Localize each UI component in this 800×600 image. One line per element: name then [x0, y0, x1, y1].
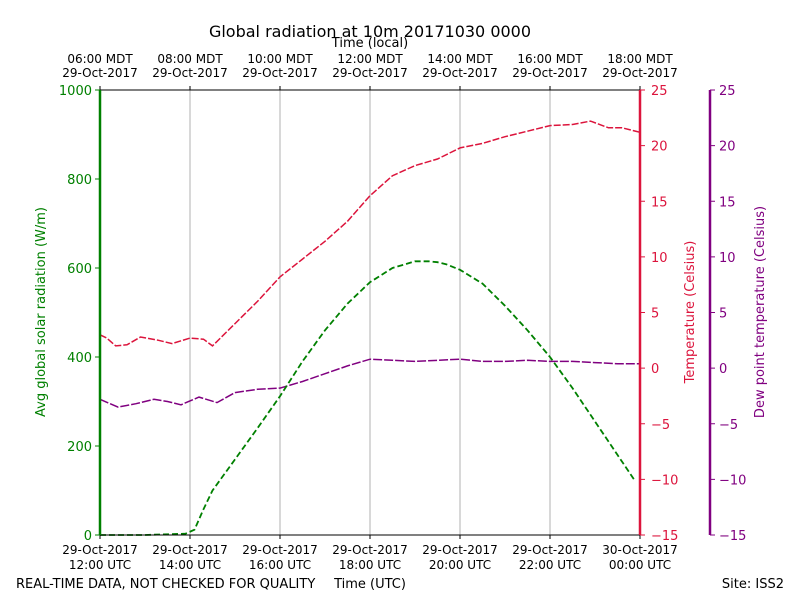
x-tick-label: 29-Oct-2017 [62, 543, 138, 557]
temperature-tick-label: 0 [651, 362, 659, 377]
dewpoint-tick-label: 5 [719, 307, 727, 322]
top-x-tick-label: 18:00 MDT [607, 52, 673, 66]
x-tick-label: 29-Oct-2017 [152, 543, 228, 557]
top-x-tick-label: 29-Oct-2017 [422, 66, 498, 80]
temperature-tick-label: 15 [651, 195, 668, 210]
x-tick-label: 29-Oct-2017 [242, 543, 318, 557]
chart-title: Global radiation at 10m 20171030 0000 [209, 22, 531, 41]
temperature-tick-label: 10 [651, 251, 668, 266]
top-x-tick-label: 14:00 MDT [427, 52, 493, 66]
top-x-tick-label: 08:00 MDT [157, 52, 223, 66]
temperature-line [99, 120, 641, 347]
top-axis-label: Time (local) [331, 36, 408, 51]
x-tick-label: 00:00 UTC [609, 558, 671, 572]
temperature-tick-label: −10 [651, 473, 678, 488]
radiation-tick-label: 0 [84, 529, 92, 544]
x-tick-label: 29-Oct-2017 [512, 543, 588, 557]
x-axis-label: Time (UTC) [333, 577, 406, 592]
radiation-line [100, 260, 637, 536]
top-x-tick-label: 29-Oct-2017 [512, 66, 588, 80]
series-layer [99, 120, 641, 536]
dewpoint-tick-label: −15 [719, 529, 746, 544]
radiation-tick-label: 1000 [59, 84, 92, 99]
dewpoint-line [99, 358, 640, 408]
x-tick-label: 12:00 UTC [69, 558, 131, 572]
footer-site: Site: ISS2 [722, 577, 784, 592]
x-tick-label: 30-Oct-2017 [602, 543, 678, 557]
x-tick-label: 22:00 UTC [519, 558, 581, 572]
radiation-tick-label: 400 [67, 351, 92, 366]
temperature-tick-label: 5 [651, 307, 659, 322]
top-x-tick-label: 29-Oct-2017 [242, 66, 318, 80]
dewpoint-tick-label: 10 [719, 251, 736, 266]
temperature-tick-label: 25 [651, 84, 668, 99]
radiation-tick-label: 600 [67, 262, 92, 277]
x-tick-label: 16:00 UTC [249, 558, 311, 572]
x-tick-label: 14:00 UTC [159, 558, 221, 572]
top-x-tick-label: 12:00 MDT [337, 52, 403, 66]
top-x-tick-label: 29-Oct-2017 [62, 66, 138, 80]
dewpoint-tick-label: −10 [719, 473, 746, 488]
x-tick-label: 20:00 UTC [429, 558, 491, 572]
dewpoint-tick-label: 20 [719, 140, 736, 155]
gridlines [189, 90, 551, 535]
radiation-tick-label: 200 [67, 440, 92, 455]
x-tick-label: 29-Oct-2017 [332, 543, 408, 557]
temperature-tick-label: −5 [651, 418, 670, 433]
dewpoint-tick-label: −5 [719, 418, 738, 433]
top-x-tick-label: 16:00 MDT [517, 52, 583, 66]
temperature-axis-label: Temperature (Celsius) [683, 241, 698, 385]
dewpoint-tick-label: 15 [719, 195, 736, 210]
dewpoint-axis-label: Dew point temperature (Celsius) [753, 206, 768, 418]
temperature-tick-label: −15 [651, 529, 678, 544]
footer-quality-note: REAL-TIME DATA, NOT CHECKED FOR QUALITY [16, 577, 315, 592]
dewpoint-tick-label: 25 [719, 84, 736, 99]
temperature-tick-label: 20 [651, 140, 668, 155]
radiation-axis-label: Avg global solar radiation (W/m) [34, 207, 49, 417]
radiation-tick-label: 800 [67, 173, 92, 188]
dewpoint-tick-label: 0 [719, 362, 727, 377]
x-tick-label: 29-Oct-2017 [422, 543, 498, 557]
top-x-tick-label: 06:00 MDT [67, 52, 133, 66]
top-x-tick-label: 29-Oct-2017 [602, 66, 678, 80]
x-tick-label: 18:00 UTC [339, 558, 401, 572]
top-x-tick-label: 29-Oct-2017 [332, 66, 408, 80]
top-x-tick-label: 29-Oct-2017 [152, 66, 228, 80]
top-x-tick-label: 10:00 MDT [247, 52, 313, 66]
